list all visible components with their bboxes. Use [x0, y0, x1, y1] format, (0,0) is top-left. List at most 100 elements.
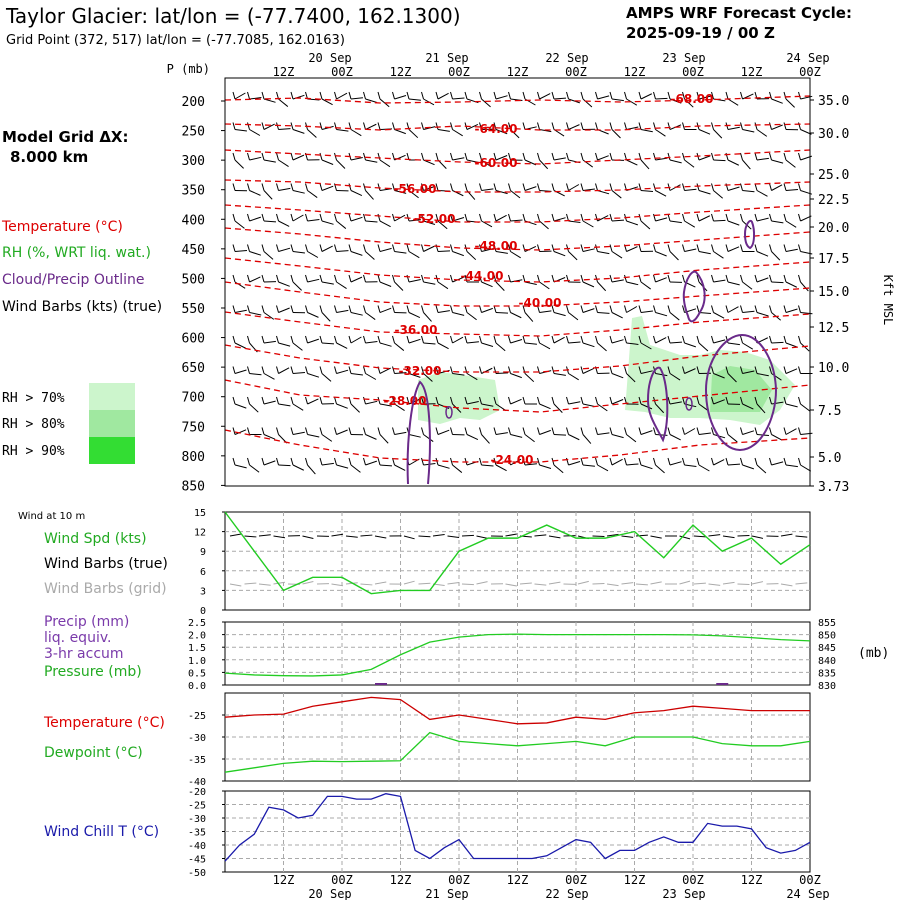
wind-barb	[278, 220, 290, 227]
bottom-hour-label: 12Z	[273, 873, 295, 887]
wind-barb	[365, 400, 378, 405]
top-hour-label: 12Z	[507, 65, 529, 79]
wind-barb	[597, 464, 609, 472]
wind-barb	[568, 312, 579, 321]
wind-barb	[713, 159, 726, 162]
wind-barb	[394, 129, 406, 135]
wind-barb	[495, 372, 509, 374]
wind-barb-flag	[537, 457, 540, 466]
true-wind-barb	[548, 535, 561, 539]
wind-barb	[640, 281, 652, 290]
wind-barb	[510, 373, 522, 379]
wind-barb	[626, 246, 638, 252]
wind-barb	[568, 124, 580, 130]
wind-barb	[394, 281, 404, 291]
top-day-label: 20 Sep	[308, 51, 351, 65]
wind-barb-flag	[667, 366, 671, 374]
wind-barb-flag	[783, 274, 787, 283]
wind-barb	[785, 220, 797, 228]
wind-barb-flag	[682, 183, 685, 191]
wind-barb-flag	[377, 457, 381, 466]
wind-barb	[742, 430, 755, 435]
temperature-contour-label: -36.00	[395, 323, 438, 337]
wind-barb	[365, 341, 378, 344]
wind-barb-flag	[711, 396, 714, 405]
wind-barb	[350, 97, 363, 100]
true-wind-barb	[461, 534, 474, 537]
wind-barb	[510, 251, 521, 259]
wind-barb-flag	[566, 305, 569, 313]
wind-barb	[756, 277, 769, 283]
wind-barb	[307, 338, 320, 344]
wind-barb	[582, 308, 595, 313]
bottom-day-label: 20 Sep	[308, 887, 351, 900]
pressure-unit-label: (mb)	[858, 646, 889, 661]
wind-barb-flag	[566, 91, 569, 100]
bottom-hour-label: 12Z	[741, 873, 763, 887]
wind-barb-flag	[711, 274, 714, 283]
wind-barb	[655, 157, 668, 161]
wind-barb	[713, 219, 726, 222]
wind-barb	[365, 123, 377, 130]
wind-barb	[510, 129, 520, 139]
wind-barb	[669, 312, 680, 321]
grid-wind-barb	[447, 581, 460, 585]
wind-barb	[553, 312, 566, 317]
wind-barb-flag	[798, 427, 801, 435]
wind-barb	[292, 94, 305, 100]
wind-barb	[307, 373, 320, 378]
true-wind-barb	[606, 533, 619, 537]
wind-barb-flag	[290, 183, 294, 191]
wind-barb-flag	[740, 396, 743, 405]
wind-chill-panel: -20 -25 -30 -35 -40 -45 -50	[188, 787, 811, 879]
wind-barb-flag	[551, 91, 555, 100]
wind-barb-flag	[464, 213, 468, 222]
wind-barb	[800, 464, 812, 472]
wind-barb	[568, 184, 580, 191]
wind-barb	[249, 276, 261, 283]
wind-barb-flag	[247, 396, 250, 405]
y-tick-label: -40	[188, 841, 206, 852]
wind-barb-flag	[740, 335, 743, 344]
wind-barb	[655, 464, 665, 474]
wind-barb-flag	[624, 305, 627, 313]
wind-barb	[597, 95, 610, 100]
wind-barb-flag	[421, 244, 424, 252]
wind-barb-flag	[247, 457, 250, 466]
wind-barb-flag	[450, 213, 453, 222]
wind-barb-flag	[522, 91, 526, 100]
wind-barb-flag	[609, 366, 613, 374]
pressure-tick-label: 835	[818, 668, 836, 679]
wind-barb-flag	[464, 305, 468, 313]
rh90-swatch	[89, 437, 135, 464]
wind-barb	[800, 403, 811, 412]
grid-wind-barb	[403, 580, 415, 585]
wind-barb-flag	[537, 183, 540, 191]
wind-barb	[611, 98, 624, 102]
liq-equiv-legend: liq. equiv.	[44, 630, 111, 646]
model-grid-label: Model Grid ΔX:	[2, 128, 129, 146]
wind-barb-flag	[508, 396, 511, 405]
height-tick-label: 30.0	[818, 127, 849, 142]
wind-barb-flag	[580, 335, 584, 344]
wind-barb-flag	[319, 122, 323, 130]
wind-barb-flag	[493, 396, 497, 405]
wind-barb-flag	[754, 366, 758, 374]
wind-barb-flag	[348, 366, 352, 374]
wind-barb	[785, 98, 795, 108]
wind-barb	[321, 312, 331, 322]
wind-barb	[742, 159, 751, 170]
wind-barb-flag	[377, 274, 381, 283]
wind-barb-flag	[754, 122, 758, 130]
wind-barb-flag	[450, 366, 453, 374]
wind-barb-flag	[769, 122, 772, 130]
legend-wind-barbs: Wind Barbs (kts) (true)	[2, 299, 162, 315]
wind-barb-flag	[261, 91, 265, 100]
y-tick-label: -40	[188, 777, 206, 788]
wind-barb-flag	[392, 305, 395, 313]
legend-rh70: RH > 70%	[2, 391, 65, 406]
wind-barb-flag	[276, 183, 279, 191]
wind-barb-flag	[479, 457, 482, 466]
wind-barb-flag	[609, 183, 613, 191]
